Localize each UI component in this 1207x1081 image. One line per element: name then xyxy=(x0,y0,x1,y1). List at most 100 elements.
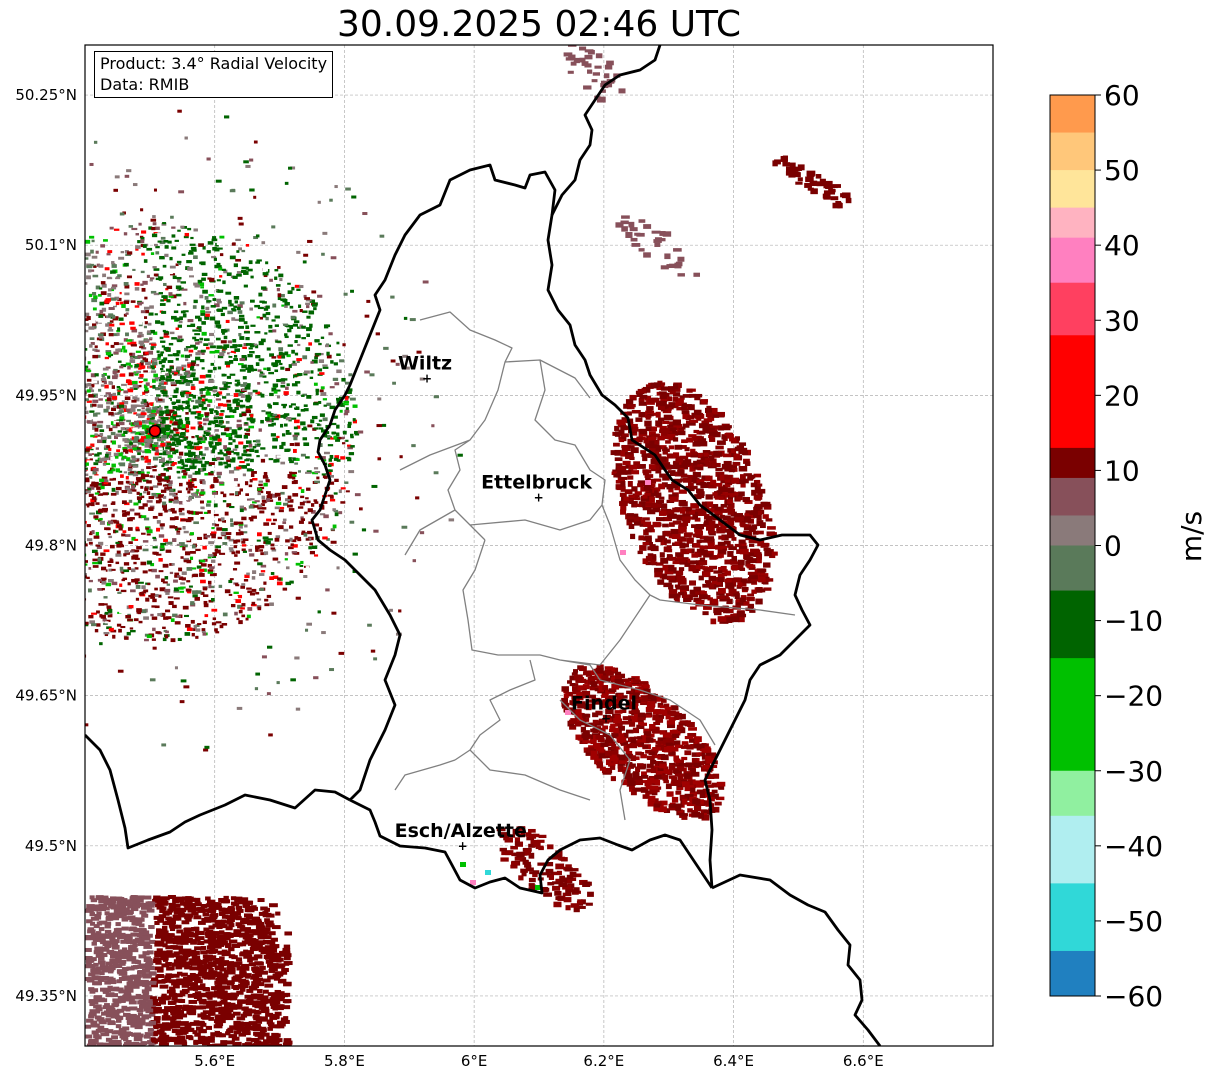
echo-pixel xyxy=(329,386,335,389)
echo-pixel xyxy=(322,231,328,235)
echo-pixel xyxy=(250,407,254,412)
echo-pixel xyxy=(158,424,164,429)
echo-pixel xyxy=(41,381,44,383)
echo-pixel xyxy=(40,530,46,534)
echo-pixel xyxy=(217,403,224,407)
echo-pixel xyxy=(241,614,246,618)
echo-pixel xyxy=(263,581,267,585)
echo-pixel xyxy=(224,427,230,432)
echo-pixel xyxy=(345,470,352,475)
echo-pixel xyxy=(99,309,104,314)
echo-pixel xyxy=(223,445,227,450)
echo-pixel xyxy=(103,372,107,376)
echo-pixel xyxy=(108,535,113,539)
echo-pixel xyxy=(305,471,311,474)
echo-pixel xyxy=(280,414,286,418)
echo-pixel xyxy=(141,420,146,424)
echo-pixel xyxy=(70,482,74,485)
echo-pixel xyxy=(188,353,193,357)
echo-pixel xyxy=(85,490,91,494)
echo-pixel xyxy=(267,538,273,541)
echo-pixel xyxy=(195,315,201,319)
echo-pixel xyxy=(29,439,34,441)
echo-pixel xyxy=(229,563,235,567)
echo-pixel xyxy=(50,259,55,261)
echo-pixel xyxy=(143,370,148,373)
echo-pixel xyxy=(304,370,310,374)
echo-pixel xyxy=(154,452,159,456)
echo-pixel xyxy=(262,267,268,272)
echo-pixel xyxy=(33,279,36,282)
echo-pixel xyxy=(204,461,210,465)
echo-pixel xyxy=(222,381,227,385)
echo-pixel xyxy=(166,583,170,586)
echo-pixel xyxy=(163,357,168,361)
echo-pixel xyxy=(221,328,226,333)
echo-pixel xyxy=(37,489,40,491)
echo-pixel xyxy=(294,339,298,344)
echo-pixel xyxy=(314,501,319,504)
echo-pixel xyxy=(139,333,144,338)
echo-pixel xyxy=(234,444,239,449)
echo-pixel xyxy=(155,400,161,403)
echo-pixel xyxy=(163,298,168,301)
echo-pixel xyxy=(23,207,27,210)
echo-pixel xyxy=(232,568,238,571)
echo-pixel xyxy=(207,241,214,245)
echo-pixel xyxy=(185,487,190,491)
echo-pixel xyxy=(182,501,187,505)
echo-pixel xyxy=(101,566,107,571)
echo-pixel xyxy=(619,476,628,480)
echo-pixel xyxy=(21,501,27,503)
echo-pixel xyxy=(140,473,145,478)
echo-pixel xyxy=(219,449,223,453)
echo-pixel xyxy=(195,342,200,345)
echo-pixel xyxy=(88,614,94,619)
echo-pixel xyxy=(221,306,228,310)
echo-pixel xyxy=(311,510,316,514)
echo-pixel xyxy=(245,617,249,621)
echo-pixel xyxy=(120,309,126,314)
echo-pixel xyxy=(170,415,174,419)
echo-pixel xyxy=(73,418,78,421)
echo-pixel xyxy=(97,560,103,565)
echo-pixel xyxy=(250,414,254,418)
echo-pixel xyxy=(120,625,126,629)
echo-pixel xyxy=(36,280,40,284)
echo-pixel xyxy=(226,503,232,508)
echo-pixel xyxy=(27,375,31,379)
echo-pixel xyxy=(92,470,97,475)
echo-pixel xyxy=(131,380,138,385)
echo-pixel xyxy=(209,277,215,282)
echo-pixel xyxy=(266,491,271,494)
echo-pixel xyxy=(111,513,115,518)
echo-pixel xyxy=(26,295,31,298)
echo-pixel xyxy=(2,462,6,464)
echo-pixel xyxy=(220,531,227,536)
echo-pixel xyxy=(4,427,10,430)
echo-pixel xyxy=(207,427,212,431)
echo-pixel xyxy=(202,434,206,439)
echo-pixel xyxy=(201,321,206,325)
echo-pixel xyxy=(293,436,298,441)
echo-pixel xyxy=(231,188,236,192)
echo-pixel xyxy=(180,679,187,683)
echo-pixel xyxy=(301,427,308,431)
echo-pixel xyxy=(103,381,107,385)
echo-pixel xyxy=(108,411,114,416)
echo-pixel xyxy=(250,324,256,327)
echo-pixel xyxy=(318,359,325,363)
echo-pixel xyxy=(276,581,283,586)
echo-pixel xyxy=(25,372,31,375)
echo-pixel xyxy=(712,462,721,468)
echo-pixel xyxy=(233,305,238,308)
echo-pixel xyxy=(294,406,300,410)
echo-pixel xyxy=(203,536,208,540)
echo-pixel xyxy=(334,357,339,361)
echo-pixel xyxy=(276,681,280,685)
echo-pixel xyxy=(272,557,279,561)
echo-pixel xyxy=(129,447,134,451)
echo-pixel xyxy=(626,411,632,416)
echo-pixel xyxy=(233,524,239,528)
echo-pixel xyxy=(33,382,36,385)
